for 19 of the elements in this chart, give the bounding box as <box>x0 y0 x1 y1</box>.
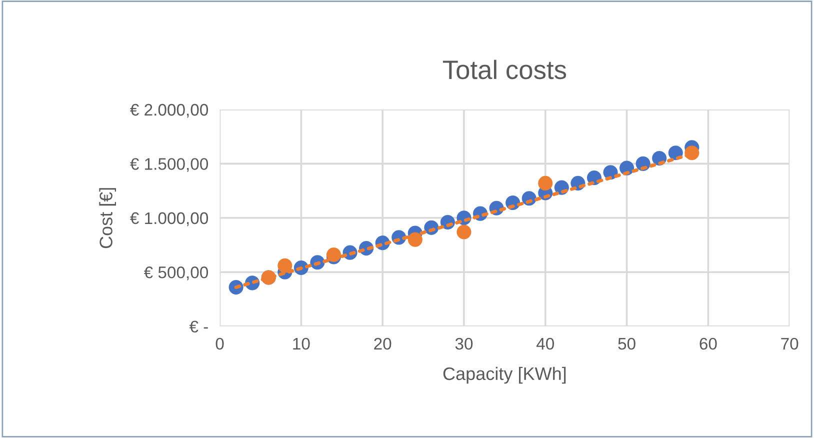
chart-title: Total costs <box>442 60 566 80</box>
x-tick-label: 10 <box>293 338 310 350</box>
y-tick-label: € 2.000,00 <box>130 104 208 118</box>
x-tick-label: 30 <box>455 338 473 350</box>
x-tick-label: 70 <box>781 338 798 350</box>
x-tick-label: 0 <box>216 338 224 350</box>
x-tick-label: 40 <box>536 338 554 350</box>
y-tick-label: € 500,00 <box>144 266 208 280</box>
x-axis-title: Capacity [KWh] <box>443 366 566 384</box>
x-tick-label: 60 <box>700 338 717 350</box>
x-tick-label: 20 <box>374 338 392 350</box>
point <box>538 176 553 190</box>
point <box>456 224 472 240</box>
y-axis-title: Cost [€] <box>99 188 116 248</box>
y-tick-label: € 1.000,00 <box>130 212 208 226</box>
y-tick-label: € 1.500,00 <box>130 158 208 172</box>
point <box>278 258 292 273</box>
y-tick-label: € - <box>189 320 208 333</box>
x-tick-label: 50 <box>618 338 636 350</box>
